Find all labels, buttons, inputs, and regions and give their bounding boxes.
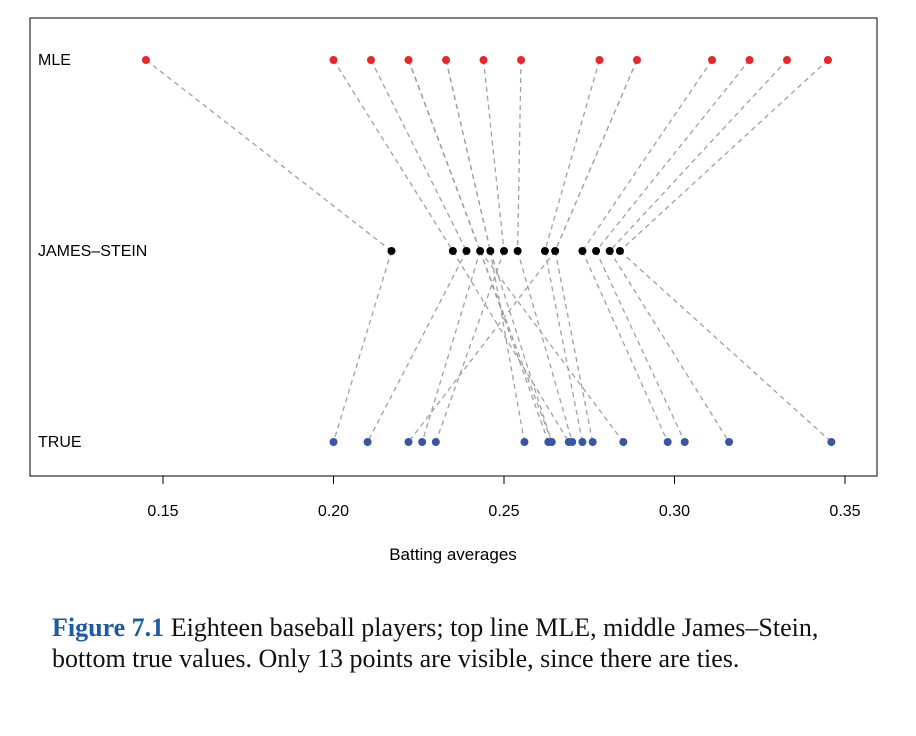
data-point-mle bbox=[745, 56, 754, 64]
data-point-true bbox=[680, 438, 689, 446]
x-tick-label: 0.30 bbox=[659, 503, 690, 520]
plot-frame bbox=[29, 17, 878, 477]
data-point-james-stein bbox=[500, 247, 508, 255]
connector-line bbox=[581, 59, 713, 252]
row-label-mle: MLE bbox=[38, 52, 71, 69]
data-point-james-stein bbox=[540, 247, 549, 255]
x-tick-label: 0.15 bbox=[147, 503, 178, 520]
connector-line bbox=[452, 250, 570, 443]
data-point-james-stein bbox=[578, 247, 587, 255]
data-point-true bbox=[520, 438, 529, 446]
data-point-mle bbox=[404, 56, 413, 64]
data-point-true bbox=[588, 438, 597, 446]
figure-label: Figure 7.1 bbox=[52, 613, 165, 642]
data-point-true bbox=[619, 438, 628, 446]
data-point-james-stein bbox=[513, 247, 522, 255]
data-point-james-stein bbox=[462, 247, 471, 255]
data-point-mle bbox=[823, 56, 832, 64]
connector-line bbox=[332, 250, 393, 443]
data-point-james-stein bbox=[615, 247, 624, 255]
data-point-true bbox=[431, 438, 440, 446]
data-point-true bbox=[827, 438, 836, 446]
data-point-james-stein bbox=[486, 247, 495, 255]
data-point-true bbox=[663, 438, 672, 446]
batting-averages-chart: MLE JAMES–STEIN TRUE 0.15 0.20 0.25 0.30 0.3… bbox=[29, 17, 878, 564]
connector-line bbox=[489, 250, 553, 443]
connector-line bbox=[145, 59, 392, 252]
data-point-mle bbox=[329, 56, 338, 64]
connector-line bbox=[445, 59, 491, 252]
data-point-james-stein bbox=[592, 247, 601, 255]
connector-line bbox=[421, 250, 481, 443]
connector-line bbox=[332, 59, 454, 252]
data-point-true bbox=[418, 438, 427, 446]
data-point-mle bbox=[783, 56, 792, 64]
connector-line bbox=[479, 250, 549, 443]
data-point-mle bbox=[632, 56, 641, 64]
data-point-mle bbox=[367, 56, 376, 64]
connector-line bbox=[595, 59, 751, 252]
data-point-true bbox=[544, 438, 553, 446]
connector-line bbox=[408, 250, 556, 443]
data-point-james-stein bbox=[605, 247, 614, 255]
data-point-true bbox=[363, 438, 372, 446]
data-point-james-stein bbox=[387, 247, 396, 255]
connector-line bbox=[554, 250, 594, 443]
data-point-true bbox=[564, 438, 573, 446]
connector-line bbox=[609, 250, 730, 443]
connector-line bbox=[595, 250, 686, 443]
figure-caption: Figure 7.1 Eighteen baseball players; to… bbox=[52, 612, 872, 674]
connector-line bbox=[516, 59, 522, 252]
connector-line bbox=[544, 250, 584, 443]
data-point-true bbox=[725, 438, 734, 446]
data-point-mle bbox=[517, 56, 526, 64]
caption-text: Eighteen baseball players; top line MLE,… bbox=[52, 613, 819, 673]
x-tick-label: 0.25 bbox=[488, 503, 519, 520]
x-axis: 0.15 0.20 0.25 0.30 0.35 bbox=[147, 476, 861, 520]
row-label-james-stein: JAMES–STEIN bbox=[38, 243, 147, 260]
connector-line bbox=[581, 250, 669, 443]
connector-line bbox=[554, 59, 638, 252]
connector-line bbox=[435, 250, 505, 443]
connector-line bbox=[609, 59, 788, 252]
data-point-true bbox=[329, 438, 338, 446]
data-point-mle bbox=[442, 56, 451, 64]
data-point-james-stein bbox=[476, 247, 485, 255]
data-point-mle bbox=[708, 56, 717, 64]
connector-line bbox=[619, 59, 829, 252]
x-tick-label: 0.20 bbox=[318, 503, 349, 520]
connector-line bbox=[544, 59, 601, 252]
row-label-true: TRUE bbox=[38, 434, 82, 451]
connector-line bbox=[619, 250, 832, 443]
data-point-james-stein bbox=[551, 247, 560, 255]
data-points bbox=[141, 56, 836, 446]
data-point-true bbox=[578, 438, 587, 446]
connector-line bbox=[482, 59, 505, 252]
x-axis-label: Batting averages bbox=[389, 545, 517, 564]
connector-line bbox=[407, 59, 481, 252]
data-point-james-stein bbox=[448, 247, 457, 255]
connector-line bbox=[489, 250, 526, 443]
data-point-mle bbox=[479, 56, 488, 64]
connector-line bbox=[479, 250, 624, 443]
data-point-true bbox=[404, 438, 413, 446]
data-point-mle bbox=[595, 56, 604, 64]
connector-line bbox=[479, 250, 553, 443]
x-tick-label: 0.35 bbox=[829, 503, 860, 520]
connector-lines bbox=[145, 59, 832, 443]
data-point-mle bbox=[141, 56, 150, 64]
connector-line bbox=[517, 250, 573, 443]
